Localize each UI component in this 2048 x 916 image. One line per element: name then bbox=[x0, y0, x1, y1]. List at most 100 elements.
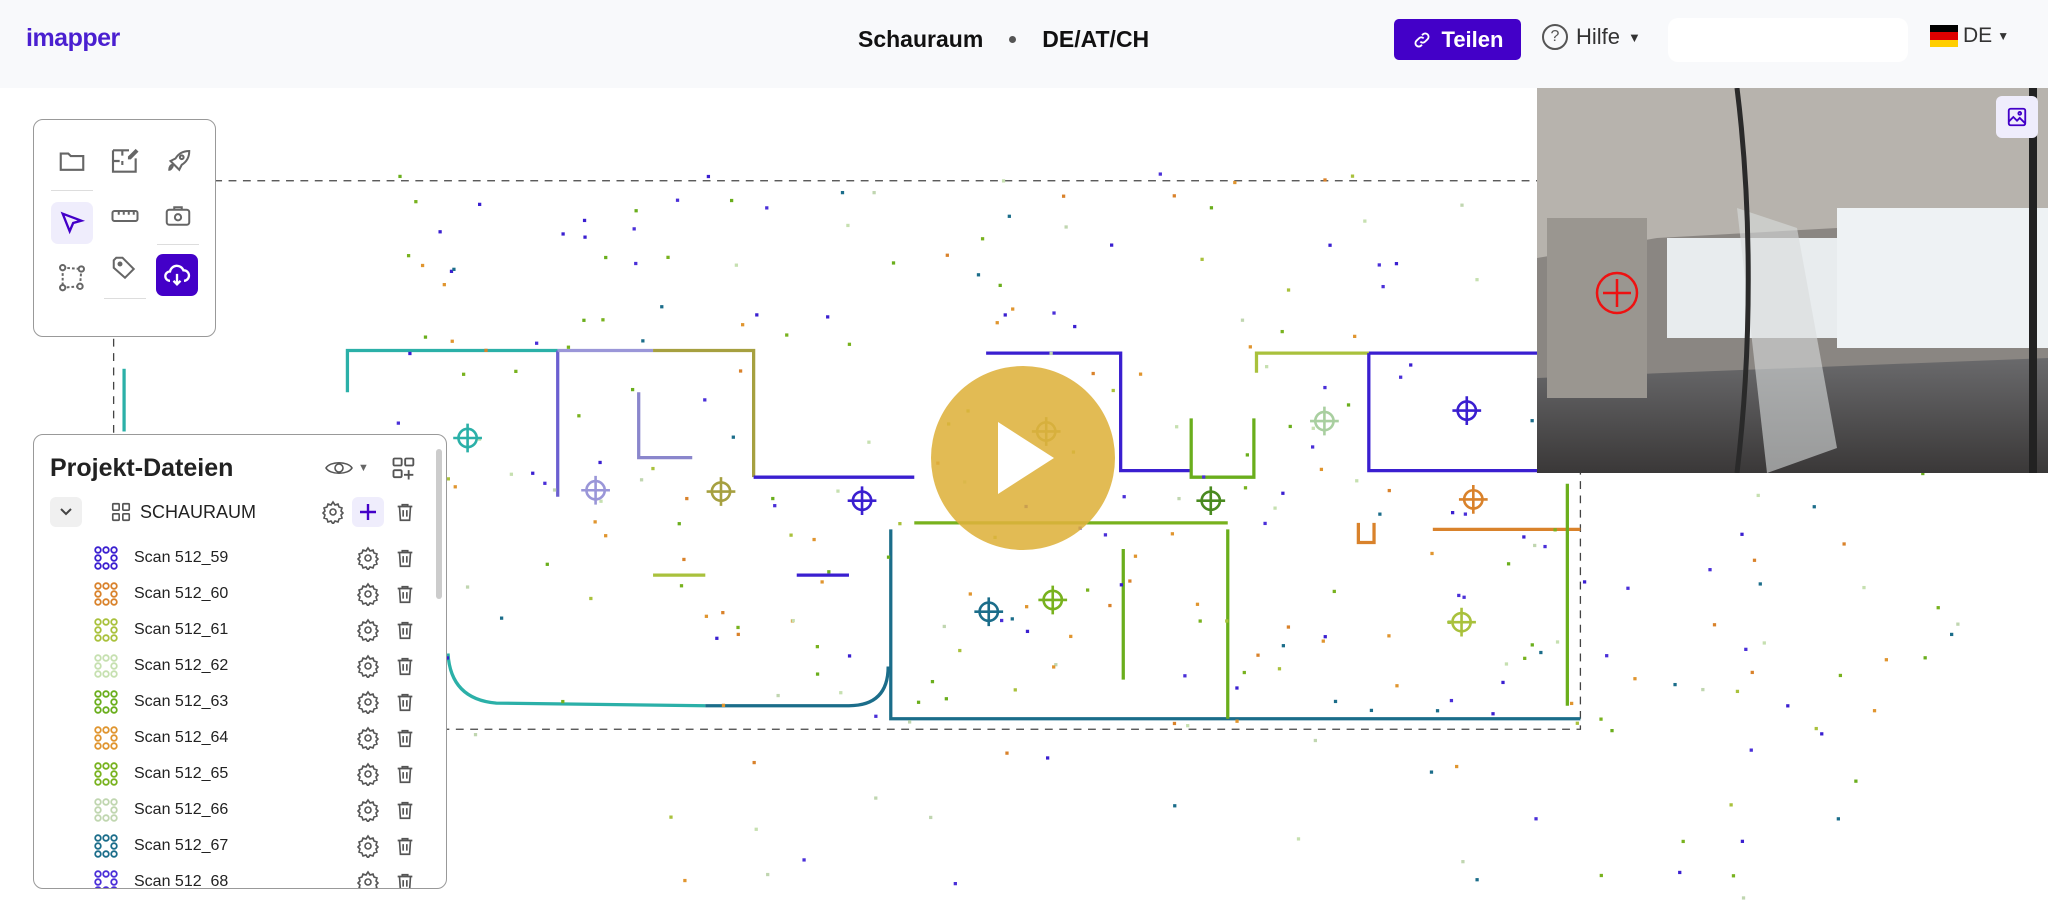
scan-point bbox=[1225, 619, 1229, 623]
scan-point bbox=[874, 714, 878, 718]
scan-row[interactable]: Scan 512_63 bbox=[34, 685, 434, 719]
scan-row[interactable]: Scan 512_60 bbox=[34, 577, 434, 611]
polygon-tool[interactable] bbox=[51, 256, 93, 298]
crosshair-icon bbox=[706, 477, 736, 506]
trash-icon[interactable] bbox=[394, 583, 416, 605]
scan-point bbox=[509, 472, 514, 476]
gear-icon[interactable] bbox=[321, 500, 345, 524]
scan-point bbox=[1138, 372, 1143, 376]
user-area[interactable] bbox=[1668, 18, 1908, 62]
scan-point bbox=[1286, 288, 1291, 292]
scan-point bbox=[874, 796, 878, 800]
scan-point bbox=[677, 522, 681, 526]
scrollbar[interactable] bbox=[436, 449, 442, 599]
help-menu[interactable]: ? Hilfe ▼ bbox=[1542, 24, 1641, 50]
scan-point bbox=[1209, 206, 1214, 210]
gear-icon[interactable] bbox=[356, 654, 380, 678]
scan-point bbox=[660, 305, 664, 309]
scan-row[interactable]: Scan 512_62 bbox=[34, 649, 434, 683]
share-button[interactable]: Teilen bbox=[1394, 19, 1521, 60]
scan-point bbox=[1170, 532, 1175, 536]
play-button[interactable] bbox=[931, 366, 1115, 550]
trash-icon[interactable] bbox=[394, 763, 416, 785]
scan-point bbox=[582, 318, 586, 322]
folder-tool[interactable] bbox=[51, 140, 93, 182]
scan-point bbox=[685, 496, 689, 501]
scan-point bbox=[916, 700, 921, 704]
camera-tool[interactable] bbox=[157, 195, 199, 237]
visibility-toggle[interactable]: ▼ bbox=[324, 457, 369, 479]
add-scan-button[interactable] bbox=[352, 497, 384, 527]
scan-point bbox=[929, 815, 933, 820]
gear-icon[interactable] bbox=[356, 618, 380, 642]
select-tool[interactable] bbox=[51, 202, 93, 244]
trash-icon[interactable] bbox=[394, 501, 416, 523]
scan-point bbox=[729, 198, 734, 203]
scan-point bbox=[1872, 709, 1877, 713]
scan-point bbox=[980, 237, 985, 241]
collapse-button[interactable] bbox=[50, 497, 82, 527]
trash-icon[interactable] bbox=[394, 727, 416, 749]
gear-icon[interactable] bbox=[356, 762, 380, 786]
scan-row[interactable]: Scan 512_68 bbox=[34, 865, 434, 889]
scan-point bbox=[1355, 479, 1359, 483]
scan-point bbox=[1007, 214, 1011, 218]
scan-point bbox=[1530, 419, 1534, 423]
scan-point bbox=[552, 488, 557, 492]
rocket-tool[interactable] bbox=[157, 140, 199, 182]
trash-icon[interactable] bbox=[394, 547, 416, 569]
scan-point bbox=[704, 614, 709, 618]
scan-row[interactable]: Scan 512_59 bbox=[34, 541, 434, 575]
scan-point bbox=[465, 585, 470, 589]
scan-point bbox=[1681, 839, 1685, 844]
gear-icon[interactable] bbox=[356, 582, 380, 606]
trash-icon[interactable] bbox=[394, 619, 416, 641]
scan-row[interactable]: Scan 512_65 bbox=[34, 757, 434, 791]
scan-point bbox=[968, 592, 972, 596]
image-toggle-button[interactable] bbox=[1996, 96, 2038, 138]
gear-icon[interactable] bbox=[356, 546, 380, 570]
gear-icon[interactable] bbox=[356, 798, 380, 822]
scan-point bbox=[634, 209, 638, 213]
trash-icon[interactable] bbox=[394, 691, 416, 713]
scan-point bbox=[1281, 491, 1285, 495]
trash-icon[interactable] bbox=[394, 655, 416, 677]
gear-icon[interactable] bbox=[356, 726, 380, 750]
scan-point bbox=[771, 496, 775, 501]
trash-icon[interactable] bbox=[394, 835, 416, 857]
scan-point bbox=[1263, 521, 1267, 526]
trash-icon[interactable] bbox=[394, 799, 416, 821]
group-icon bbox=[111, 502, 131, 522]
add-group-icon[interactable] bbox=[390, 455, 418, 483]
panorama-preview[interactable] bbox=[1537, 88, 2048, 473]
scan-point bbox=[651, 466, 655, 471]
scan-point bbox=[1731, 874, 1736, 878]
gear-icon[interactable] bbox=[356, 870, 380, 889]
group-row[interactable]: SCHAURAUM bbox=[34, 495, 434, 529]
scan-point bbox=[1394, 262, 1399, 266]
scan-name: Scan 512_67 bbox=[134, 837, 229, 854]
gear-icon[interactable] bbox=[356, 834, 380, 858]
scan-point bbox=[1575, 721, 1579, 725]
scan-row[interactable]: Scan 512_61 bbox=[34, 613, 434, 647]
scan-point bbox=[1245, 453, 1249, 457]
scan-point bbox=[1752, 558, 1757, 562]
scan-point bbox=[1462, 595, 1466, 599]
language-select[interactable]: DE ▼ bbox=[1930, 24, 2009, 48]
scan-row[interactable]: Scan 512_66 bbox=[34, 793, 434, 827]
scan-point bbox=[1712, 623, 1717, 627]
trash-icon[interactable] bbox=[394, 871, 416, 889]
cloud-download-button[interactable] bbox=[156, 254, 198, 296]
scan-point bbox=[721, 703, 726, 707]
scan-point bbox=[1001, 179, 1006, 183]
scan-row[interactable]: Scan 512_64 bbox=[34, 721, 434, 755]
measure-tool[interactable] bbox=[104, 195, 146, 237]
tag-tool[interactable] bbox=[104, 248, 146, 290]
scan-point bbox=[847, 654, 852, 658]
scan-point bbox=[930, 679, 935, 684]
scan-point bbox=[1387, 488, 1391, 493]
logo[interactable]: imapper bbox=[26, 24, 120, 52]
floorplan-edit-tool[interactable] bbox=[104, 140, 146, 182]
gear-icon[interactable] bbox=[356, 690, 380, 714]
scan-row[interactable]: Scan 512_67 bbox=[34, 829, 434, 863]
